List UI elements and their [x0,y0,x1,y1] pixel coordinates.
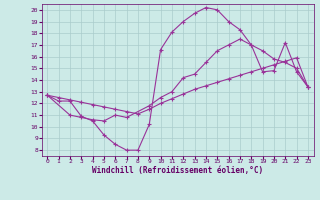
X-axis label: Windchill (Refroidissement éolien,°C): Windchill (Refroidissement éolien,°C) [92,166,263,175]
